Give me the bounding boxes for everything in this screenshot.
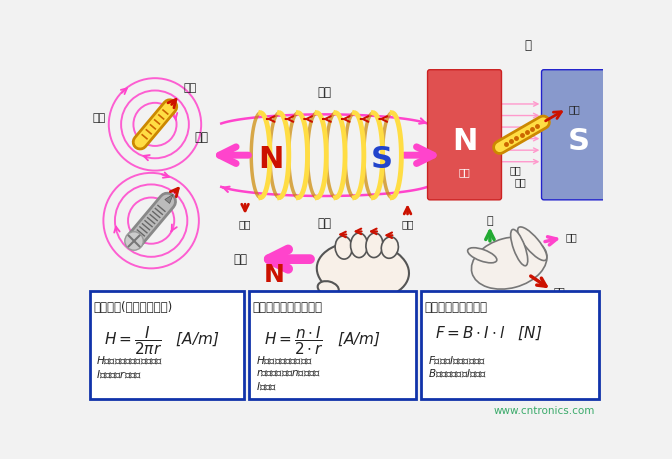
Text: 安培定则(右手螺旋定则): 安培定则(右手螺旋定则) [93, 302, 173, 314]
Text: 力: 力 [487, 216, 493, 226]
Text: S: S [567, 127, 589, 156]
Text: 磁通: 磁通 [233, 252, 247, 266]
Text: $H = \dfrac{n \cdot I}{2 \cdot r}$   [A/m]: $H = \dfrac{n \cdot I}{2 \cdot r}$ [A/m] [263, 325, 380, 358]
Text: $F=B \cdot I \cdot l$   [N]: $F=B \cdot I \cdot l$ [N] [435, 325, 543, 342]
Text: 磁铁: 磁铁 [459, 168, 470, 178]
Text: 磁通: 磁通 [565, 233, 577, 242]
Text: $r$：线圈半径、$n$：匝数、: $r$：线圈半径、$n$：匝数、 [256, 367, 321, 378]
Ellipse shape [472, 237, 547, 289]
Ellipse shape [468, 248, 497, 263]
Text: 力: 力 [525, 39, 532, 51]
FancyBboxPatch shape [89, 291, 243, 399]
Text: 磁通: 磁通 [93, 112, 106, 123]
Text: $H$：中心的磁场强度、: $H$：中心的磁场强度、 [256, 354, 312, 366]
Text: $I$：电流、$r$：半径: $I$：电流、$r$：半径 [97, 368, 142, 380]
Text: N: N [264, 263, 285, 286]
FancyBboxPatch shape [542, 70, 616, 200]
Text: 电流: 电流 [317, 86, 331, 99]
Circle shape [125, 232, 143, 250]
Text: 磁通: 磁通 [194, 131, 208, 144]
Text: 电流: 电流 [569, 104, 581, 114]
Text: N: N [258, 145, 283, 174]
Ellipse shape [511, 230, 528, 266]
FancyBboxPatch shape [249, 291, 416, 399]
Text: $F$：力，$I$：导线的长度: $F$：力，$I$：导线的长度 [427, 354, 486, 366]
Text: 电流: 电流 [554, 286, 566, 297]
Text: $B$：磁通密度，$I$：电流: $B$：磁通密度，$I$：电流 [427, 367, 487, 379]
Ellipse shape [517, 227, 547, 261]
Text: 导线: 导线 [514, 177, 526, 187]
Text: 磁通: 磁通 [509, 165, 521, 175]
Ellipse shape [318, 281, 339, 296]
Text: 电流: 电流 [317, 217, 331, 230]
Ellipse shape [335, 236, 352, 259]
Text: 基于弗莱明左手定则: 基于弗莱明左手定则 [425, 302, 487, 314]
FancyBboxPatch shape [421, 291, 599, 399]
Text: S: S [371, 145, 393, 174]
Text: $I$：电流: $I$：电流 [256, 380, 277, 392]
Ellipse shape [317, 241, 409, 300]
Ellipse shape [381, 237, 398, 258]
Text: $H$：同心圆上的磁场强度、: $H$：同心圆上的磁场强度、 [97, 354, 163, 366]
Text: 电流: 电流 [239, 219, 251, 229]
Text: 电流: 电流 [183, 83, 197, 93]
Polygon shape [165, 194, 173, 203]
Ellipse shape [351, 233, 368, 257]
Text: 电流: 电流 [401, 219, 414, 229]
FancyBboxPatch shape [427, 70, 501, 200]
Text: $H = \dfrac{I}{2\pi r}$   [A/m]: $H = \dfrac{I}{2\pi r}$ [A/m] [104, 325, 220, 358]
Ellipse shape [366, 233, 383, 257]
Text: www.cntronics.com: www.cntronics.com [494, 406, 595, 416]
Text: N: N [452, 127, 477, 156]
Text: 线圈因电流产生的磁通: 线圈因电流产生的磁通 [253, 302, 323, 314]
